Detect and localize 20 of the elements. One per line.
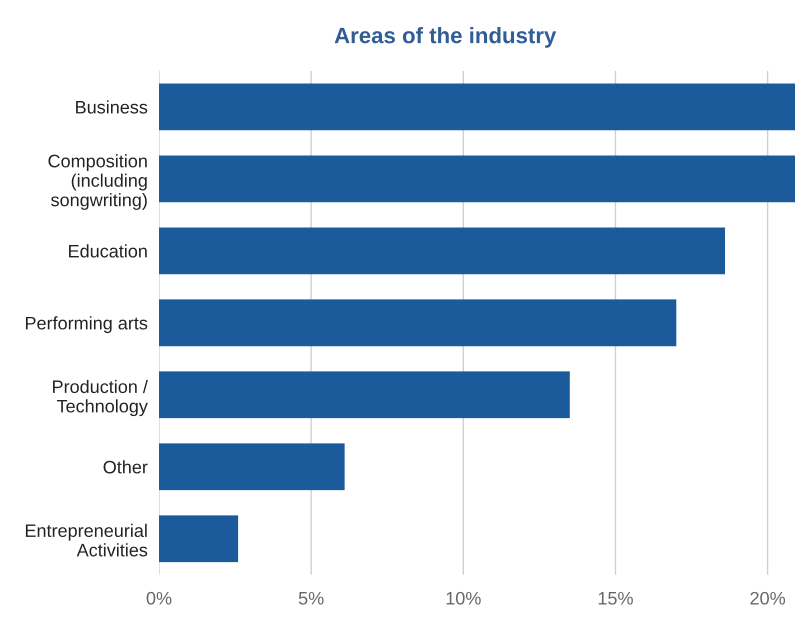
bar (159, 84, 795, 130)
x-tick-label: 0% (146, 592, 172, 605)
bar (159, 299, 676, 346)
bar (159, 155, 795, 202)
y-tick-label: Production / Technology (53, 380, 148, 416)
chart-title: Areas of the industry (334, 27, 556, 48)
x-tick-label: 20% (750, 592, 786, 605)
x-tick-label: 5% (298, 592, 324, 605)
y-tick-label: Performing arts (26, 316, 148, 334)
bar (159, 227, 726, 274)
bar (159, 515, 238, 562)
y-tick-label: Composition (including songwriting) (48, 154, 147, 210)
y-tick-label: Other (104, 460, 148, 474)
bar (159, 371, 570, 418)
x-tick-label: 10% (446, 592, 481, 605)
y-tick-label: Entrepreneurial Activities (26, 524, 148, 556)
y-tick-label: Business (76, 100, 148, 114)
bar (159, 443, 345, 490)
y-tick-label: Education (69, 244, 147, 258)
x-tick-label: 15% (598, 592, 633, 605)
